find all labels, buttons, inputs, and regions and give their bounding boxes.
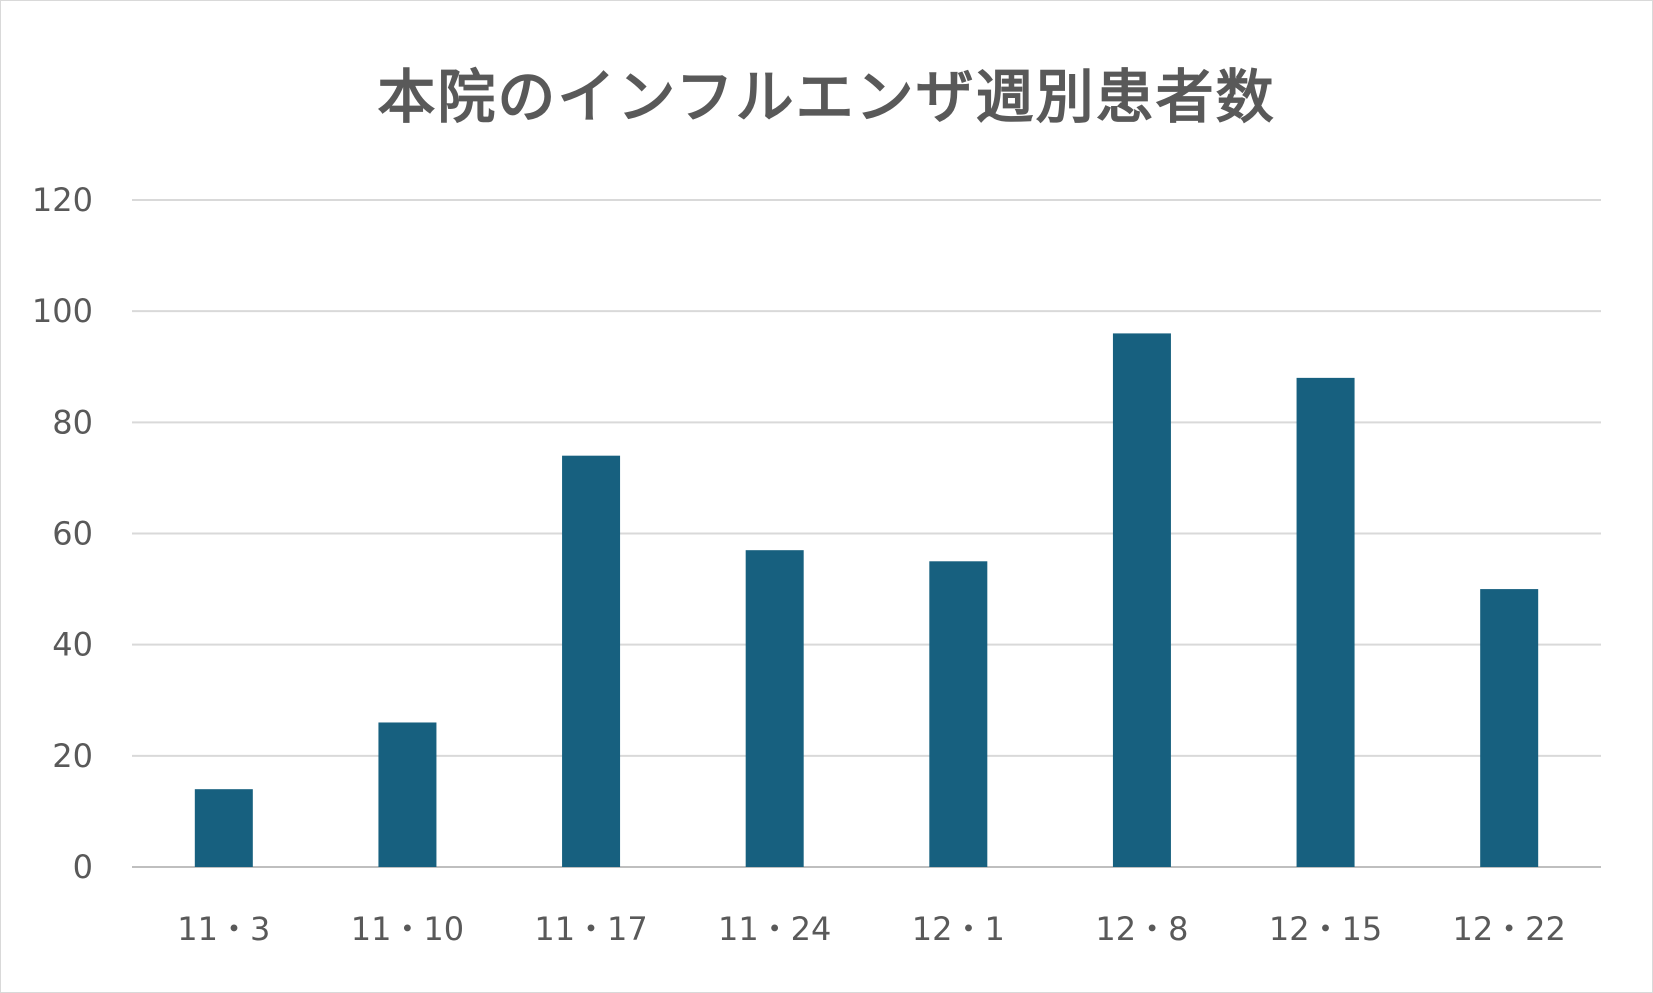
x-tick-label: 11・10 [351, 910, 464, 948]
y-tick-label: 80 [52, 403, 93, 441]
bars [194, 333, 1539, 867]
y-tick-label: 20 [52, 737, 93, 775]
y-tick-label: 0 [73, 848, 93, 886]
bar [378, 722, 437, 867]
x-tick-label: 12・15 [1269, 910, 1382, 948]
x-tick-label: 12・8 [1095, 910, 1188, 948]
x-tick-label: 12・22 [1452, 910, 1565, 948]
grid-layer [132, 199, 1601, 868]
y-tick-label: 40 [52, 626, 93, 664]
x-tick-label: 11・17 [534, 910, 647, 948]
bar [194, 789, 253, 867]
y-axis-ticks: 0 20 40 60 80 100 120 [32, 181, 93, 886]
x-tick-label: 11・3 [177, 910, 270, 948]
chart-title: 本院のインフルエンザ週別患者数 [377, 63, 1276, 131]
bar [562, 455, 621, 867]
bar [929, 561, 988, 867]
y-tick-label: 120 [32, 181, 93, 219]
bar [1480, 589, 1539, 867]
bar [745, 550, 804, 867]
x-axis-ticks: 11・3 11・10 11・17 11・24 12・1 12・8 12・15 12・22 [177, 910, 1566, 948]
y-tick-label: 60 [52, 515, 93, 553]
bar [1296, 377, 1355, 867]
x-tick-label: 11・24 [718, 910, 831, 948]
x-tick-label: 12・1 [912, 910, 1005, 948]
bar [1112, 333, 1171, 867]
y-tick-label: 100 [32, 292, 93, 330]
